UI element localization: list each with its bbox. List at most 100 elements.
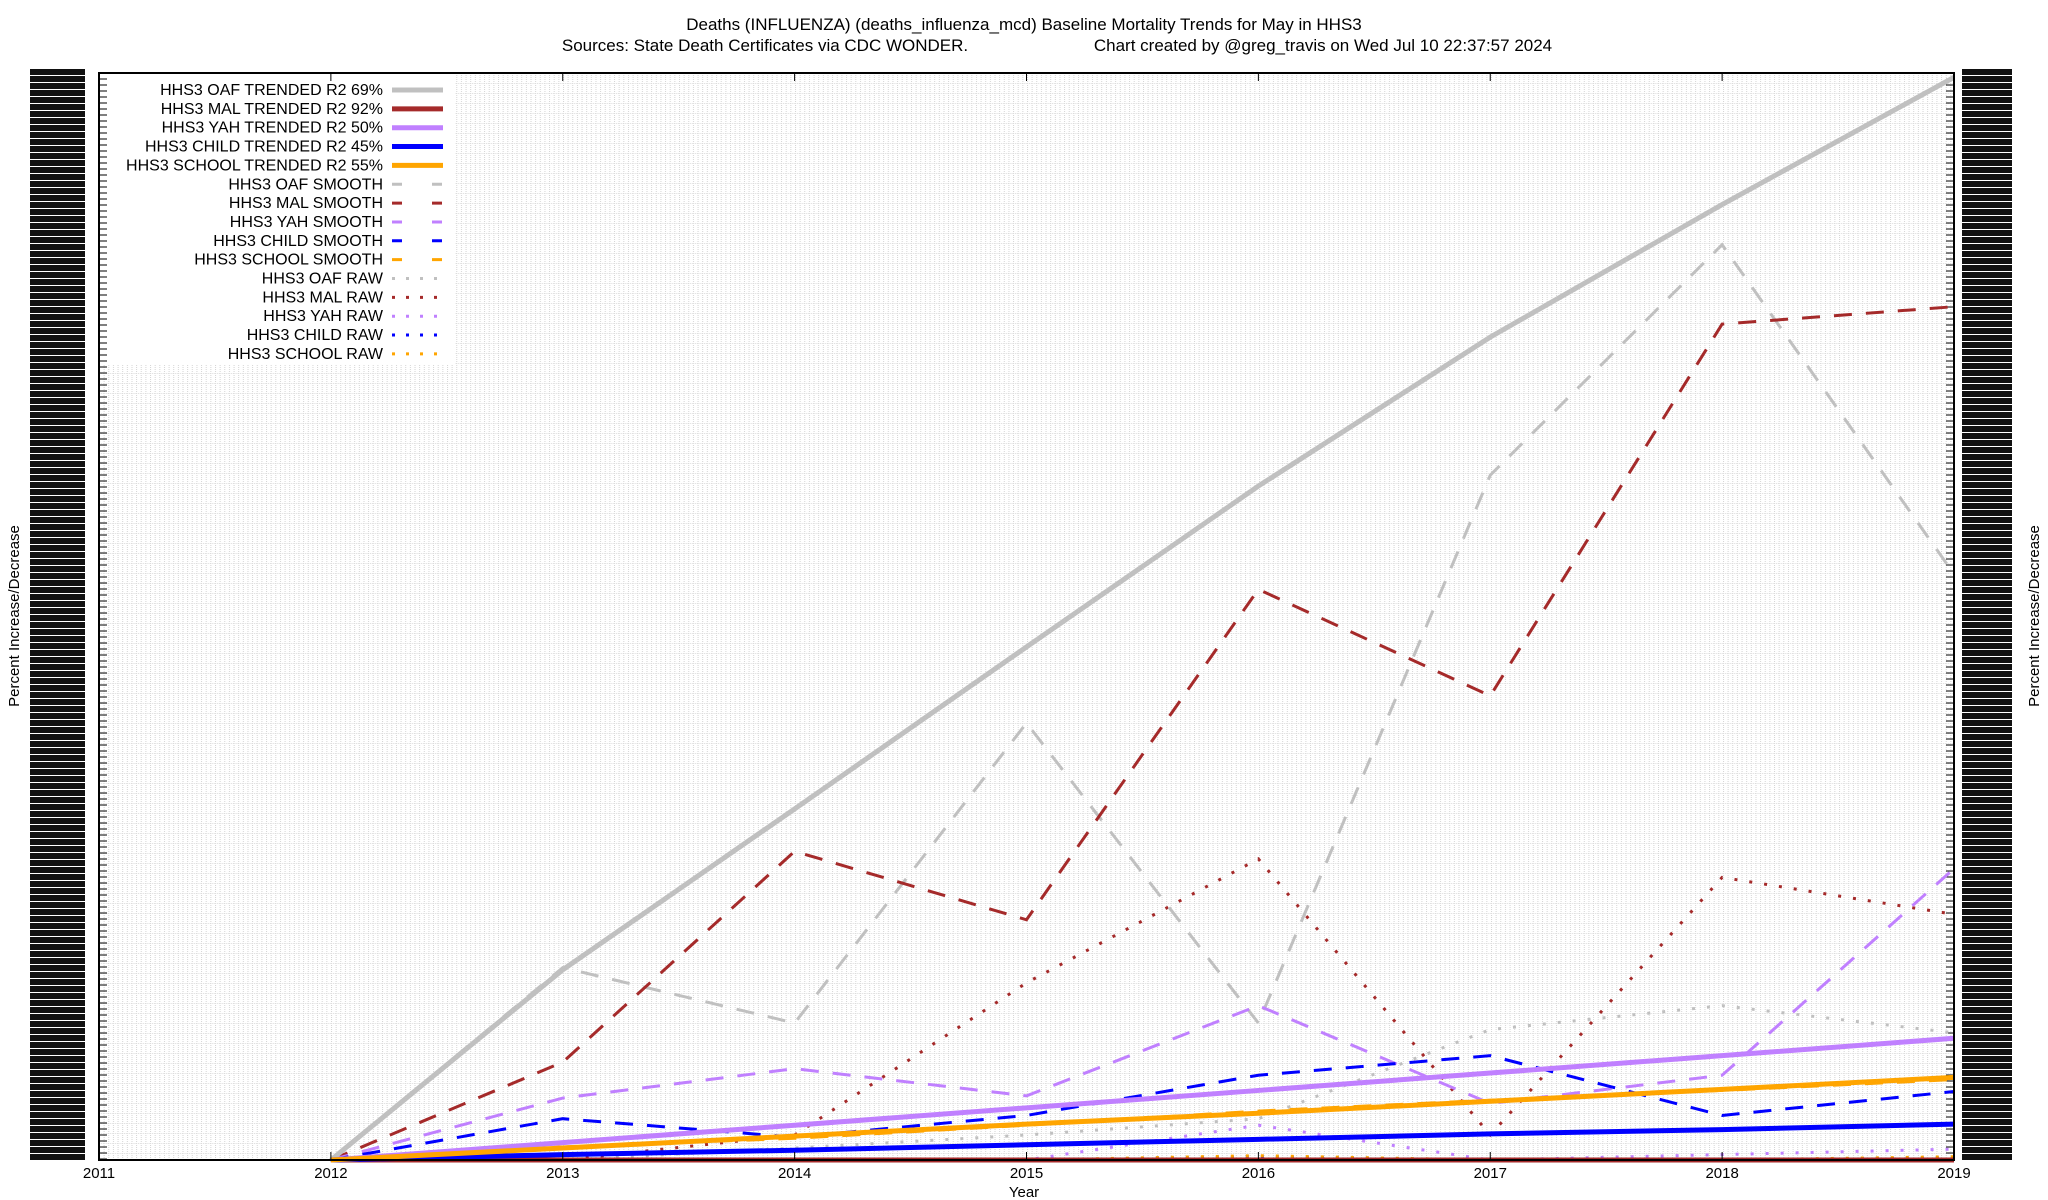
y2-tick-label-blob (1962, 944, 2012, 950)
y-tick-label-blob (30, 433, 85, 439)
y2-tick-label-blob (1962, 1084, 2012, 1090)
y2-tick-label-blob (1962, 188, 2012, 194)
y2-tick-label-blob (1962, 1035, 2012, 1041)
y2-tick-label-blob (1962, 1126, 2012, 1132)
y2-tick-label-blob (1962, 538, 2012, 544)
y-tick-label-blob (30, 454, 85, 460)
y2-tick-label-blob (1962, 1119, 2012, 1125)
y-tick-label-blob (30, 790, 85, 796)
axis-ticks (30, 69, 2012, 1160)
y2-tick-label-blob (1962, 1056, 2012, 1062)
chart-subtitle-right: Chart created by @greg_travis on Wed Jul… (1094, 36, 1552, 55)
y2-tick-label-blob (1962, 1007, 2012, 1013)
y2-tick-label-blob (1962, 881, 2012, 887)
y-tick-label-blob (30, 181, 85, 187)
y-tick-label-blob (30, 951, 85, 957)
y2-tick-label-blob (1962, 426, 2012, 432)
y-tick-label-blob (30, 727, 85, 733)
y2-tick-label-blob (1962, 1021, 2012, 1027)
y-tick-label-blob (30, 538, 85, 544)
y2-tick-label-blob (1962, 391, 2012, 397)
y2-tick-label-blob (1962, 839, 2012, 845)
y-tick-label-blob (30, 517, 85, 523)
y-tick-label-blob (30, 783, 85, 789)
y2-tick-label-blob (1962, 594, 2012, 600)
y2-tick-label-blob (1962, 776, 2012, 782)
legend-label: HHS3 CHILD TRENDED R2 45% (145, 139, 383, 156)
y-tick-label-blob (30, 76, 85, 82)
legend-label: HHS3 MAL TRENDED R2 92% (161, 101, 383, 118)
y-tick-label-blob (30, 965, 85, 971)
y-tick-label-blob (30, 342, 85, 348)
y2-tick-label-blob (1962, 818, 2012, 824)
y-tick-label-blob (30, 1014, 85, 1020)
y2-tick-label-blob (1962, 608, 2012, 614)
y-tick-label-blob (30, 524, 85, 530)
y2-tick-label-blob (1962, 797, 2012, 803)
y-tick-label-blob (30, 1077, 85, 1083)
y2-tick-label-blob (1962, 279, 2012, 285)
x-tick-label: 2018 (1705, 1165, 1738, 1182)
y2-tick-label-blob (1962, 209, 2012, 215)
y2-tick-label-blob (1962, 104, 2012, 110)
y2-tick-label-blob (1962, 195, 2012, 201)
y2-tick-label-blob (1962, 972, 2012, 978)
y2-tick-label-blob (1962, 804, 2012, 810)
chart-subtitle-left: Sources: State Death Certificates via CD… (562, 36, 968, 55)
y-tick-label-blob (30, 671, 85, 677)
y-tick-label-blob (30, 1112, 85, 1118)
legend-label: HHS3 MAL SMOOTH (229, 195, 383, 212)
y2-tick-label-blob (1962, 454, 2012, 460)
y2-tick-label-blob (1962, 671, 2012, 677)
y-tick-label-blob (30, 440, 85, 446)
y2-tick-label-blob (1962, 1098, 2012, 1104)
x-tick-label: 2011 (83, 1165, 115, 1182)
y2-tick-label-blob (1962, 1105, 2012, 1111)
y2-tick-label-blob (1962, 328, 2012, 334)
y2-tick-label-blob (1962, 272, 2012, 278)
y-tick-label-blob (30, 363, 85, 369)
x-tick-label: 2012 (314, 1165, 347, 1182)
y-tick-label-blob (30, 412, 85, 418)
y-tick-label-blob (30, 713, 85, 719)
y2-tick-label-blob (1962, 1091, 2012, 1097)
y2-tick-label-blob (1962, 419, 2012, 425)
y2-tick-label-blob (1962, 251, 2012, 257)
y-tick-label-blob (30, 1140, 85, 1146)
y-tick-label-blob (30, 321, 85, 327)
y-tick-label-blob (30, 881, 85, 887)
y2-tick-label-blob (1962, 573, 2012, 579)
y-tick-label-blob (30, 118, 85, 124)
x-tick-label: 2013 (546, 1165, 579, 1182)
y-tick-label-blob (30, 601, 85, 607)
y-tick-label-blob (30, 286, 85, 292)
y-tick-label-blob (30, 825, 85, 831)
y2-tick-label-blob (1962, 734, 2012, 740)
y-tick-label-blob (30, 335, 85, 341)
y-tick-label-blob (30, 818, 85, 824)
y2-tick-label-blob (1962, 1147, 2012, 1153)
y2-tick-label-blob (1962, 356, 2012, 362)
y-tick-label-blob (30, 125, 85, 131)
x-tick-label: 2014 (778, 1165, 811, 1182)
y2-tick-label-blob (1962, 216, 2012, 222)
y-tick-label-blob (30, 678, 85, 684)
legend-label: HHS3 OAF TRENDED R2 69% (160, 82, 383, 99)
legend-label: HHS3 MAL RAW (262, 289, 384, 306)
y-tick-label-blob (30, 377, 85, 383)
y2-tick-label-blob (1962, 951, 2012, 957)
y2-tick-label-blob (1962, 335, 2012, 341)
y-tick-label-blob (30, 657, 85, 663)
y2-tick-label-blob (1962, 111, 2012, 117)
x-tick-label: 2015 (1010, 1165, 1043, 1182)
y-tick-label-blob (30, 720, 85, 726)
y2-tick-label-blob (1962, 489, 2012, 495)
y-tick-label-blob (30, 622, 85, 628)
y-tick-label-blob (30, 97, 85, 103)
y2-tick-label-blob (1962, 615, 2012, 621)
y-tick-label-blob (30, 251, 85, 257)
y-tick-label-blob (30, 489, 85, 495)
y2-tick-label-blob (1962, 1140, 2012, 1146)
y-tick-label-blob (30, 426, 85, 432)
y-tick-label-blob (30, 636, 85, 642)
